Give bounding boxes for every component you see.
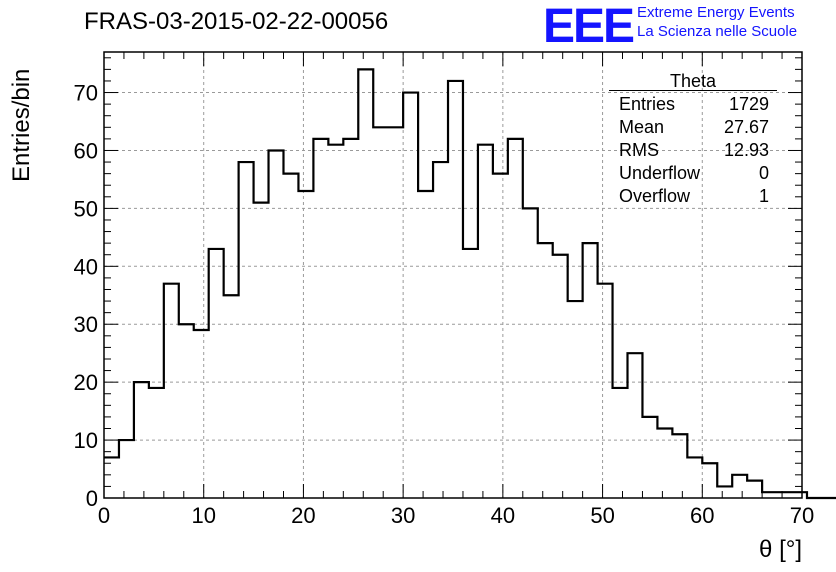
stats-row-mean: Mean 27.67 (609, 116, 777, 139)
stats-title: Theta (669, 71, 717, 91)
stats-value: 12.93 (723, 140, 769, 160)
histogram-bin (448, 81, 463, 498)
x-axis-label: θ [°] (759, 536, 802, 563)
logo-line-2: La Scienza nelle Scuole (637, 23, 798, 40)
histogram-bin (583, 243, 598, 498)
histogram-bin (418, 191, 433, 498)
stats-row-overflow: Overflow 1 (609, 185, 777, 208)
stats-value: 1729 (728, 94, 769, 114)
logo-caption: Extreme Energy Events La Scienza nelle S… (637, 3, 797, 41)
histogram-bin (149, 388, 164, 498)
histogram-bin (224, 295, 239, 498)
histogram-bin (747, 481, 762, 498)
histogram-bin (298, 191, 313, 498)
x-tick-label: 20 (291, 503, 315, 528)
x-tick-label: 10 (191, 503, 215, 528)
stats-label: Overflow (619, 186, 691, 206)
histogram-bin (403, 93, 418, 498)
histogram-bin (254, 203, 269, 498)
histogram-steps (104, 68, 836, 500)
y-tick-label: 50 (74, 196, 98, 221)
y-tick-label: 0 (86, 486, 98, 511)
histogram-bin (792, 492, 807, 498)
histogram-bin (642, 417, 657, 498)
histogram-bin (269, 150, 284, 498)
histogram-bin (194, 330, 209, 498)
histogram-bin (553, 255, 568, 498)
stats-label: RMS (619, 140, 659, 160)
histogram-bin (358, 69, 373, 498)
x-tick-label: 60 (690, 503, 714, 528)
y-tick-label: 40 (74, 254, 98, 279)
y-tick-label: 20 (74, 370, 98, 395)
axis-ticks (103, 52, 803, 499)
x-tick-label: 40 (491, 503, 515, 528)
histogram-bin (209, 249, 224, 498)
stats-label: Entries (619, 94, 676, 114)
x-tick-label: 70 (790, 503, 814, 528)
y-tick-label: 60 (74, 138, 98, 163)
histogram-bin (598, 284, 613, 498)
stats-row-entries: Entries 1729 (609, 93, 777, 116)
histogram-bin (687, 457, 702, 498)
histogram-bin (283, 174, 298, 498)
histogram-bin (478, 145, 493, 498)
stats-value: 0 (758, 163, 769, 183)
histogram-bin (388, 127, 403, 498)
histogram-bin (762, 492, 777, 498)
histogram-bin (433, 162, 448, 498)
stats-row-rms: RMS 12.93 (609, 139, 777, 162)
histogram-bin (179, 324, 194, 498)
histogram-bin (328, 145, 343, 498)
histogram-bin (119, 440, 134, 498)
histogram-bin (493, 174, 508, 498)
stats-box: Theta Entries 1729 Mean 27.67 RMS 12.93 … (609, 70, 777, 208)
x-tick-label: 30 (391, 503, 415, 528)
histogram-bin (672, 434, 687, 498)
histogram-bin (239, 162, 254, 498)
histogram-bin (777, 492, 792, 498)
stats-value: 27.67 (723, 117, 769, 137)
histogram-bin (343, 139, 358, 498)
y-tick-label: 10 (74, 428, 98, 453)
y-tick-label: 70 (74, 81, 98, 106)
histogram-bin (134, 382, 149, 498)
histogram-bin (523, 208, 538, 498)
stats-label: Mean (619, 117, 665, 137)
histogram-bin (508, 139, 523, 498)
x-tick-label: 50 (590, 503, 614, 528)
stats-value: 1 (758, 186, 769, 206)
plot-frame (103, 51, 803, 499)
histogram-bin (463, 249, 478, 498)
histogram-series (104, 68, 836, 500)
histogram-bin (702, 463, 717, 498)
stats-label: Underflow (619, 163, 701, 183)
histogram-bin (164, 284, 179, 498)
run-title: FRAS-03-2015-02-22-00056 (84, 8, 389, 35)
histogram-bin (717, 486, 732, 498)
histogram-bin (657, 428, 672, 498)
x-tick-label: 0 (98, 503, 110, 528)
histogram-bin (613, 388, 628, 498)
eee-logo: EEE (543, 0, 635, 53)
histogram-bin (628, 353, 643, 498)
stats-divider (609, 90, 777, 91)
histogram-bin (538, 243, 553, 498)
stats-row-underflow: Underflow 0 (609, 162, 777, 185)
histogram-bin (732, 475, 747, 498)
y-tick-label: 30 (74, 312, 98, 337)
logo-line-1: Extreme Energy Events (637, 4, 795, 21)
histogram-bin (313, 139, 328, 498)
histogram-bin (568, 301, 583, 498)
histogram-bin (373, 127, 388, 498)
